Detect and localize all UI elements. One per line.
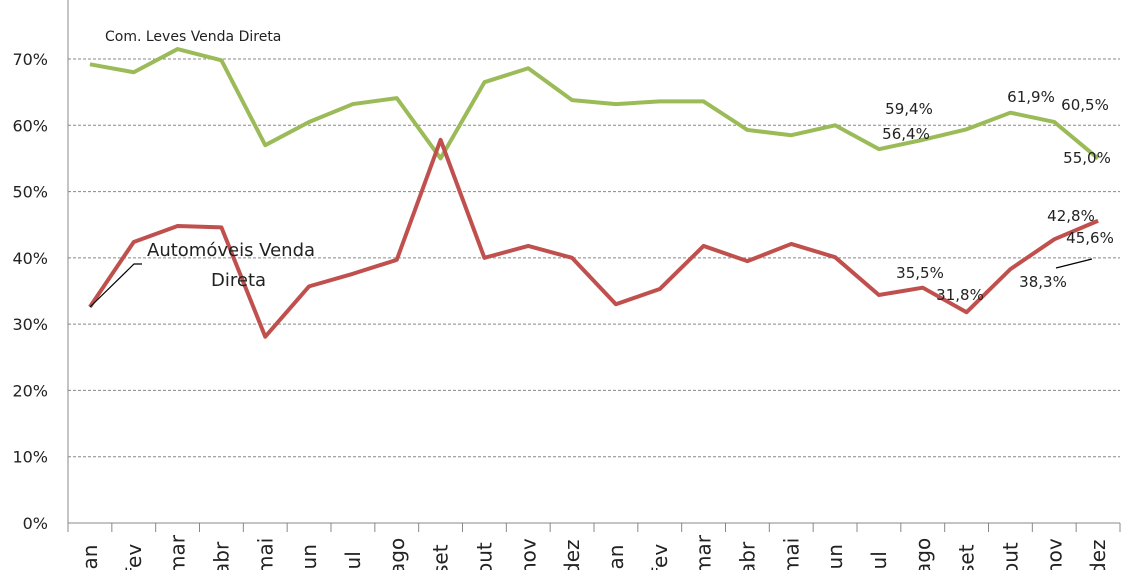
y-tick-label: 10%: [12, 448, 48, 467]
y-tick-label: 70%: [12, 50, 48, 69]
data-label: 60,5%: [1061, 96, 1109, 114]
x-tick-label: set: [955, 544, 979, 570]
data-label: 56,4%: [882, 125, 930, 143]
x-tick-label: set: [429, 544, 453, 570]
y-tick-label: 0%: [23, 514, 48, 533]
x-tick-label: abr: [209, 541, 233, 570]
x-tick-label: mai: [779, 538, 803, 570]
x-tick-label: mar: [166, 534, 190, 570]
x-tick-label: nov: [516, 538, 540, 570]
series-label-automoveis: Direta: [211, 270, 266, 291]
x-tick-label: out: [998, 542, 1022, 570]
data-label: 61,9%: [1007, 88, 1055, 106]
data-label: 31,8%: [936, 286, 984, 304]
x-tick-label: mai: [253, 538, 277, 570]
x-tick-label: ago: [385, 538, 409, 570]
x-tick-label: abr: [735, 541, 759, 570]
series-label-com-leves: Com. Leves Venda Direta: [105, 29, 281, 45]
x-tick-label: fev: [122, 544, 146, 570]
x-tick-label: fev: [648, 544, 672, 570]
leader-line: [89, 263, 142, 308]
x-tick-label: dez: [560, 540, 584, 570]
x-tick-label: out: [472, 542, 496, 570]
data-label: 55,0%: [1063, 149, 1111, 167]
data-label: 42,8%: [1047, 207, 1095, 225]
data-label: 59,4%: [885, 100, 933, 118]
data-label: 45,6%: [1066, 229, 1114, 247]
y-tick-label: 30%: [12, 315, 48, 334]
x-tick-label: dez: [1086, 540, 1110, 570]
x-tick-label: ago: [911, 538, 935, 570]
x-tick-label: jun: [823, 544, 847, 570]
y-tick-label: 20%: [12, 381, 48, 400]
series-line-com-leves: [89, 47, 1100, 161]
x-tick-label: jul: [867, 551, 891, 570]
series-line-automoveis: [88, 137, 1099, 339]
series-label-automoveis: Automóveis Venda: [147, 240, 315, 261]
data-label: 35,5%: [896, 264, 944, 282]
x-tick-label: jan: [78, 545, 102, 570]
y-tick-label: 40%: [12, 249, 48, 268]
x-tick-label: mar: [692, 534, 716, 570]
x-tick-label: jul: [341, 551, 365, 570]
data-label: 38,3%: [1019, 273, 1067, 291]
y-tick-label: 50%: [12, 183, 48, 202]
x-tick-label: jan: [604, 545, 628, 570]
leader-line: [1055, 258, 1093, 269]
y-tick-label: 60%: [12, 116, 48, 135]
x-tick-label: nov: [1042, 538, 1066, 570]
x-tick-label: jun: [297, 544, 321, 570]
